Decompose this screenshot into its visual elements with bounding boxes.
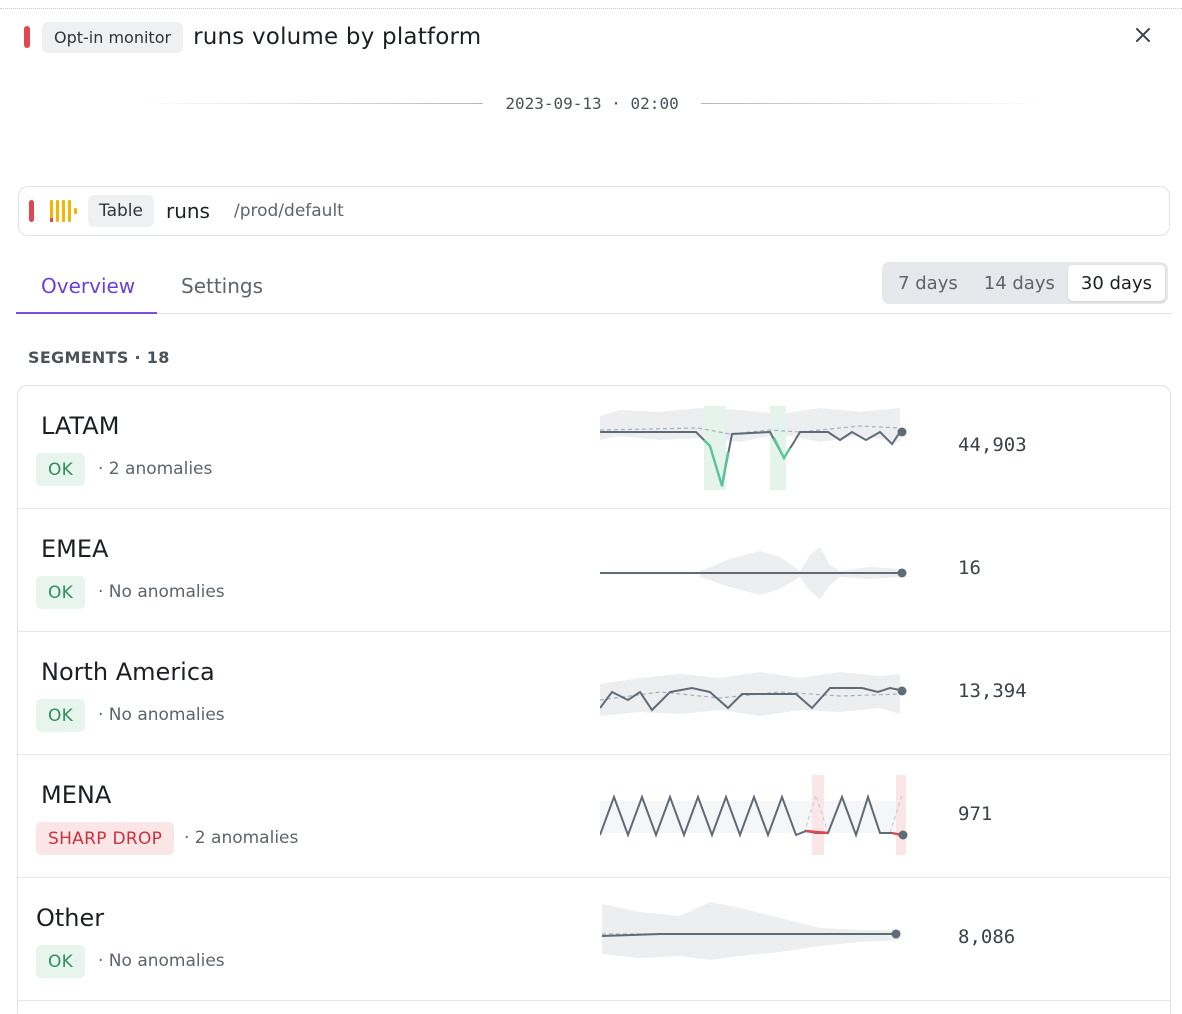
monitor-type-pill: Opt-in monitor: [42, 21, 184, 53]
segments-heading: SEGMENTS · 18: [28, 348, 170, 367]
close-button[interactable]: [1130, 22, 1156, 48]
segment-value: 16: [958, 557, 981, 579]
segment-row-other[interactable]: Other OK · No anomalies 8,086: [18, 878, 1170, 1001]
segment-name: North America: [41, 658, 215, 686]
time-range-selector: 7 days 14 days 30 days: [882, 262, 1168, 304]
segment-list: LATAM OK · 2 anomalies 44,903 EMEA OK · …: [17, 385, 1171, 1014]
status-badge: OK: [36, 576, 86, 609]
sparkline-band: [600, 408, 900, 442]
range-30-days[interactable]: 30 days: [1067, 265, 1165, 301]
anomaly-window: [812, 775, 824, 855]
close-icon: [1136, 28, 1150, 42]
date-label: 2023-09-13 · 02:00: [505, 93, 679, 113]
table-name: runs: [165, 199, 210, 223]
anomaly-line: [703, 439, 730, 487]
sparkline: [600, 672, 907, 716]
sparkline-band: [602, 902, 900, 960]
segment-value: 971: [958, 803, 993, 825]
sparkline-line: [601, 933, 900, 937]
table-severity-indicator: [29, 200, 34, 222]
tab-bar: Overview Settings 7 days 14 days 30 days: [16, 262, 1172, 314]
status-badge: OK: [36, 453, 86, 486]
latest-point: [897, 568, 907, 578]
expected-line: [600, 425, 901, 435]
sparkline: [601, 902, 901, 960]
latest-point: [891, 929, 901, 939]
latest-point: [898, 830, 908, 840]
segment-name: EMEA: [41, 535, 109, 563]
table-path-box[interactable]: Table runs /prod/default: [18, 186, 1170, 236]
divider-line-left: [140, 102, 484, 104]
anomaly-window: [704, 406, 726, 490]
segment-row-mena[interactable]: MENA SHARP DROP · 2 anomalies 971: [18, 755, 1170, 878]
sparkline-line: [600, 686, 901, 712]
asset-type-pill: Table: [88, 195, 154, 227]
segment-value: 8,086: [958, 926, 1016, 948]
sparkline-line: [600, 793, 903, 839]
segment-row-emea[interactable]: EMEA OK · No anomalies 16: [18, 509, 1170, 632]
sparkline: [600, 547, 907, 599]
monitor-header: Opt-in monitor runs volume by platform: [24, 20, 481, 54]
anomaly-line: [805, 829, 829, 835]
range-14-days[interactable]: 14 days: [983, 272, 1055, 294]
segment-value: 44,903: [958, 434, 1027, 456]
segment-row-latam[interactable]: LATAM OK · 2 anomalies 44,903: [18, 386, 1170, 509]
top-dotted-border: [0, 8, 1182, 9]
sparkline: [600, 406, 907, 490]
date-divider: 2023-09-13 · 02:00: [140, 90, 1045, 116]
latest-point: [897, 427, 907, 437]
range-7-days[interactable]: 7 days: [898, 272, 958, 294]
anomaly-count: · No anomalies: [98, 582, 225, 602]
latest-point: [897, 686, 907, 696]
tab-overview[interactable]: Overview: [41, 274, 136, 298]
status-badge: OK: [36, 945, 86, 978]
sparkline: [600, 775, 908, 855]
segment-row-north-america[interactable]: North America OK · No anomalies 13,394: [18, 632, 1170, 755]
status-badge: SHARP DROP: [36, 822, 175, 855]
table-path: /prod/default: [233, 201, 344, 221]
bar-chart-icon: [50, 200, 77, 222]
segment-value: 13,394: [958, 680, 1027, 702]
expected-line: [803, 793, 903, 834]
segment-name: Other: [36, 904, 105, 932]
anomaly-count: · 2 anomalies: [184, 828, 299, 848]
severity-indicator: [24, 26, 30, 48]
monitor-title: runs volume by platform: [193, 24, 482, 50]
anomaly-count: · No anomalies: [98, 951, 225, 971]
anomaly-window: [896, 775, 906, 855]
status-badge: OK: [36, 699, 86, 732]
anomaly-line: [772, 437, 792, 461]
divider-line-right: [700, 102, 1045, 104]
segment-name: MENA: [41, 781, 112, 809]
segment-name: LATAM: [41, 412, 120, 440]
tab-settings[interactable]: Settings: [181, 274, 264, 298]
active-tab-underline: [16, 312, 157, 314]
anomaly-count: · No anomalies: [98, 705, 225, 725]
anomaly-count: · 2 anomalies: [98, 459, 213, 479]
sparkline-line: [600, 430, 901, 487]
